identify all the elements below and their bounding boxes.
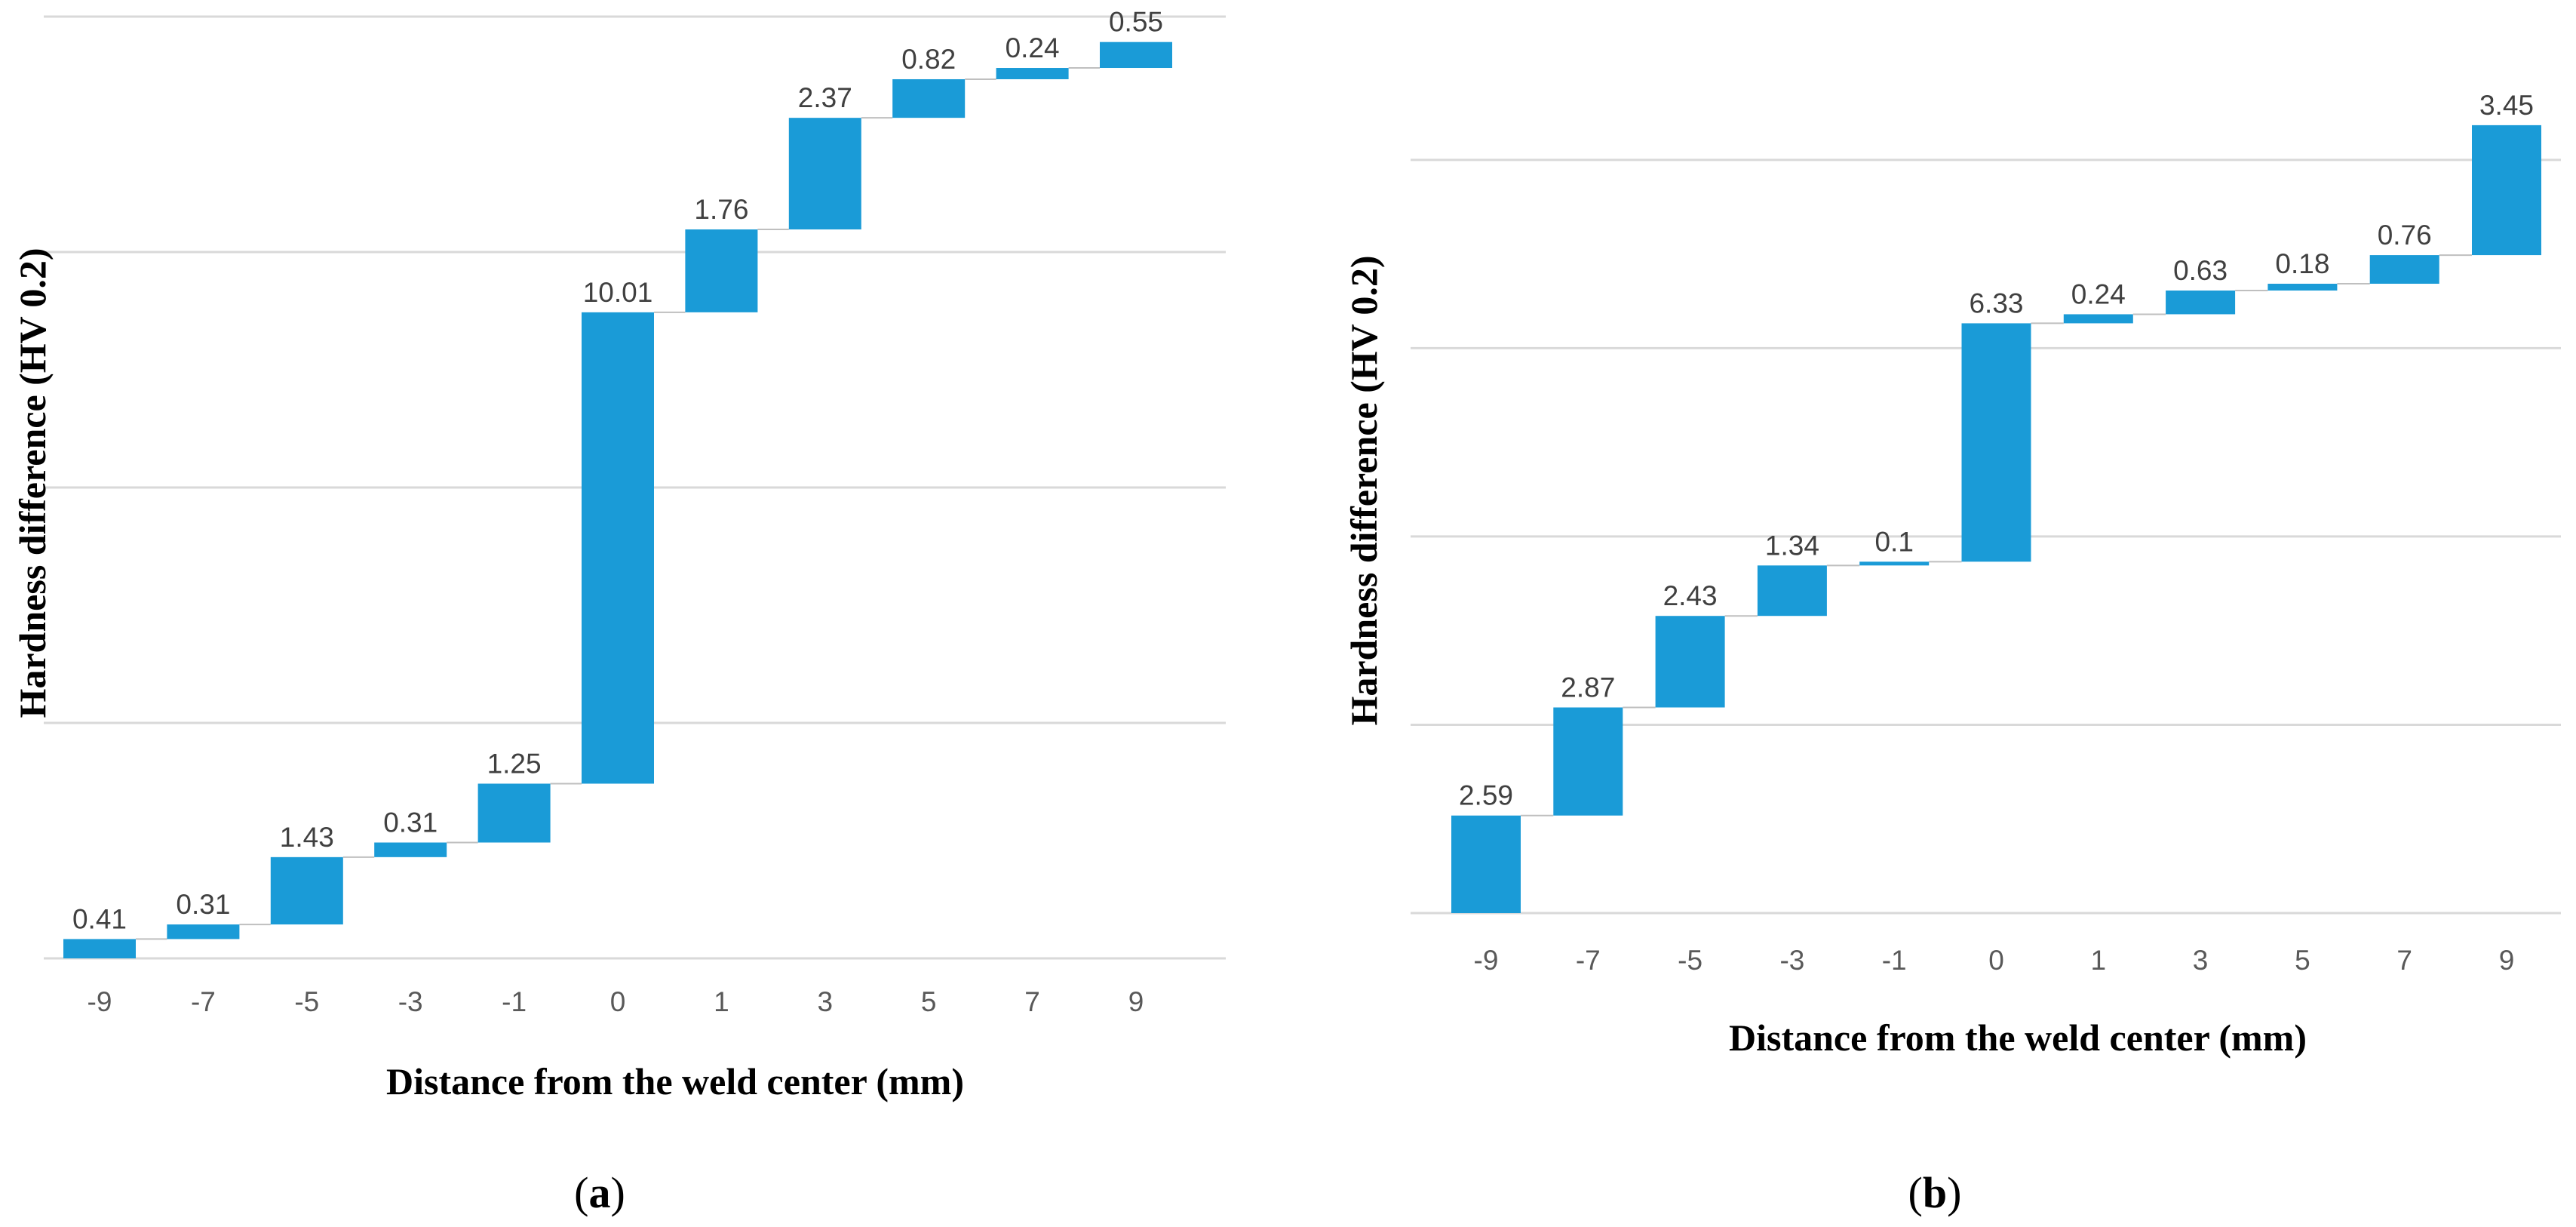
- chart-a-bar: [477, 783, 551, 843]
- chart-b-x-tick-label: 3: [2193, 945, 2209, 976]
- chart-a-x-tick-label: 1: [714, 986, 729, 1017]
- chart-b-data-label: 2.43: [1663, 580, 1718, 611]
- chart-a-bar: [167, 924, 240, 939]
- chart-b: Hardness difference (HV 0.2) Distance fr…: [1343, 90, 2561, 1217]
- chart-b-data-label: 0.1: [1874, 526, 1913, 557]
- chart-a-data-label: 1.25: [487, 748, 542, 779]
- chart-a-x-tick-label: -5: [294, 986, 319, 1017]
- chart-b-bar: [2166, 291, 2236, 315]
- chart-a-x-tick-label: 0: [610, 986, 626, 1017]
- chart-b-x-tick-label: 0: [1988, 945, 2004, 976]
- chart-a-bar: [788, 118, 861, 230]
- chart-b-bar: [1553, 707, 1623, 816]
- chart-b-data-label: 0.63: [2173, 255, 2228, 286]
- chart-a-panel-letter: a: [589, 1168, 611, 1217]
- chart-a-bar: [892, 78, 966, 118]
- chart-b-data-label: 2.87: [1561, 672, 1615, 703]
- chart-b-data-label: 0.18: [2275, 248, 2329, 279]
- chart-a-bar: [582, 312, 654, 784]
- chart-a-panel-label: (a): [574, 1168, 625, 1217]
- chart-b-bar: [1451, 815, 1521, 913]
- chart-a-x-axis-title: Distance from the weld center (mm): [386, 1060, 964, 1102]
- chart-b-y-axis-title: Hardness difference (HV 0.2): [1343, 255, 1385, 725]
- chart-a-data-label: 10.01: [583, 277, 653, 308]
- chart-a-bar: [1100, 42, 1172, 69]
- chart-a-bar: [63, 939, 136, 958]
- chart-a-x-tick-label: 9: [1128, 986, 1144, 1017]
- chart-b-bar: [2063, 314, 2133, 324]
- chart-a: Hardness difference (HV 0.2) Distance fr…: [11, 7, 1226, 1217]
- chart-b-bar: [1757, 565, 1827, 617]
- chart-b-x-tick-label: -5: [1678, 945, 1702, 976]
- chart-a-data-label: 0.31: [176, 889, 230, 920]
- chart-a-bar: [270, 856, 343, 925]
- chart-a-data-label: 0.55: [1109, 7, 1163, 38]
- chart-b-x-tick-label: -7: [1576, 945, 1601, 976]
- chart-b-x-tick-label: 5: [2295, 945, 2310, 976]
- chart-b-x-tick-label: -3: [1779, 945, 1804, 976]
- chart-a-data-label: 0.24: [1006, 32, 1060, 63]
- chart-a-bar: [685, 229, 758, 312]
- chart-a-x-tick-label: -3: [398, 986, 423, 1017]
- chart-a-x-tick-label: -9: [88, 986, 112, 1017]
- chart-b-bar: [1859, 561, 1930, 566]
- chart-a-data-label: 0.41: [72, 903, 127, 934]
- chart-b-x-tick-label: -9: [1474, 945, 1499, 976]
- chart-a-bar: [996, 68, 1069, 79]
- chart-a-y-axis-title: Hardness difference (HV 0.2): [11, 248, 54, 718]
- chart-a-x-tick-label: 7: [1024, 986, 1040, 1017]
- chart-a-data-label: 1.43: [280, 822, 334, 853]
- chart-b-data-label: 3.45: [2479, 90, 2534, 121]
- chart-a-bar: [374, 842, 447, 857]
- chart-b-data-label: 2.59: [1459, 780, 1513, 811]
- chart-b-data-label: 1.34: [1765, 530, 1819, 561]
- chart-b-bar: [2369, 255, 2439, 284]
- chart-a-x-tick-label: -1: [502, 986, 527, 1017]
- chart-a-data-label: 1.76: [694, 194, 748, 225]
- chart-b-data-label: 6.33: [1969, 288, 2023, 318]
- chart-b-data-label: 0.76: [2378, 220, 2432, 251]
- chart-b-x-tick-label: -1: [1882, 945, 1907, 976]
- chart-a-data-label: 0.82: [901, 44, 956, 75]
- chart-b-bar: [2472, 125, 2541, 256]
- chart-b-x-tick-label: 7: [2396, 945, 2412, 976]
- chart-b-bar: [1961, 323, 2031, 562]
- chart-b-bar: [1655, 616, 1725, 708]
- chart-b-panel-letter: b: [1923, 1168, 1947, 1217]
- chart-b-panel-label: (b): [1908, 1168, 1962, 1217]
- chart-b-bar: [2267, 284, 2338, 291]
- chart-b-x-tick-label: 9: [2499, 945, 2515, 976]
- chart-b-x-tick-label: 1: [2091, 945, 2107, 976]
- chart-a-x-tick-label: 3: [818, 986, 834, 1017]
- chart-a-x-tick-label: 5: [921, 986, 937, 1017]
- chart-b-data-label: 0.24: [2071, 278, 2126, 309]
- chart-b-x-axis-title: Distance from the weld center (mm): [1729, 1016, 2307, 1059]
- chart-a-x-tick-label: -7: [191, 986, 216, 1017]
- chart-a-data-label: 0.31: [383, 807, 438, 838]
- chart-a-data-label: 2.37: [798, 82, 852, 113]
